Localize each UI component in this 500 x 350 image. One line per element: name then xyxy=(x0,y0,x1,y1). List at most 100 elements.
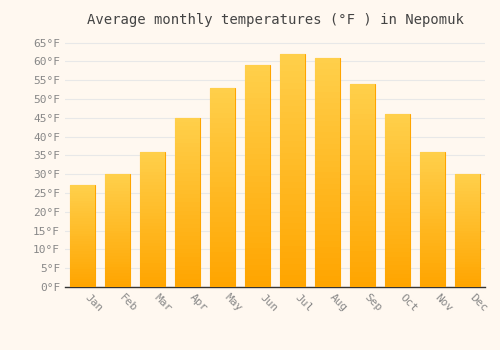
Bar xyxy=(70,239,95,241)
Bar xyxy=(280,153,305,159)
Bar xyxy=(176,261,200,266)
Bar xyxy=(455,236,480,239)
Bar xyxy=(455,222,480,225)
Bar xyxy=(245,193,270,198)
Bar xyxy=(455,279,480,281)
Bar xyxy=(176,143,200,147)
Bar xyxy=(176,240,200,245)
Bar xyxy=(316,178,340,184)
Bar xyxy=(245,187,270,193)
Bar xyxy=(455,208,480,211)
Bar xyxy=(176,245,200,249)
Bar xyxy=(280,89,305,95)
Bar xyxy=(245,65,270,287)
Bar xyxy=(105,186,130,188)
Bar xyxy=(385,127,410,131)
Bar xyxy=(140,273,165,277)
Bar xyxy=(280,252,305,258)
Bar xyxy=(105,273,130,276)
Bar xyxy=(420,152,445,287)
Bar xyxy=(350,277,375,282)
Bar xyxy=(455,174,480,287)
Bar xyxy=(420,175,445,179)
Bar xyxy=(105,231,130,233)
Bar xyxy=(140,199,165,202)
Bar xyxy=(350,160,375,165)
Bar xyxy=(455,259,480,261)
Bar xyxy=(245,259,270,265)
Bar xyxy=(210,232,235,237)
Bar xyxy=(105,253,130,256)
Bar xyxy=(420,219,445,223)
Bar xyxy=(280,182,305,188)
Bar xyxy=(385,218,410,222)
Bar xyxy=(420,250,445,253)
Bar xyxy=(420,246,445,250)
Bar xyxy=(350,114,375,119)
Bar xyxy=(385,239,410,244)
Bar xyxy=(385,170,410,175)
Bar xyxy=(350,246,375,251)
Bar xyxy=(420,168,445,172)
Bar xyxy=(105,188,130,191)
Bar xyxy=(105,265,130,267)
Bar xyxy=(455,253,480,256)
Bar xyxy=(105,177,130,180)
Bar xyxy=(210,138,235,142)
Bar xyxy=(420,284,445,287)
Bar xyxy=(245,281,270,287)
Bar xyxy=(280,176,305,182)
Bar xyxy=(316,236,340,241)
Bar xyxy=(280,199,305,205)
Bar xyxy=(350,190,375,196)
Bar xyxy=(316,75,340,80)
Bar xyxy=(420,263,445,267)
Bar xyxy=(385,179,410,183)
Bar xyxy=(316,224,340,230)
Bar xyxy=(316,149,340,155)
Bar xyxy=(350,267,375,272)
Bar xyxy=(455,281,480,284)
Bar xyxy=(176,215,200,219)
Bar xyxy=(350,216,375,221)
Bar xyxy=(210,142,235,147)
Bar xyxy=(316,98,340,104)
Bar xyxy=(316,195,340,201)
Bar xyxy=(420,196,445,199)
Bar xyxy=(316,155,340,161)
Bar xyxy=(140,257,165,260)
Bar xyxy=(210,272,235,277)
Bar xyxy=(140,189,165,192)
Bar xyxy=(245,226,270,231)
Bar xyxy=(245,243,270,248)
Bar xyxy=(105,228,130,231)
Bar xyxy=(455,177,480,180)
Bar xyxy=(176,270,200,274)
Bar xyxy=(176,236,200,240)
Bar xyxy=(420,233,445,236)
Bar xyxy=(385,166,410,170)
Bar xyxy=(105,180,130,183)
Bar xyxy=(210,207,235,212)
Bar xyxy=(176,198,200,202)
Bar xyxy=(176,228,200,232)
Bar xyxy=(140,179,165,182)
Bar xyxy=(245,231,270,237)
Bar xyxy=(105,214,130,217)
Bar xyxy=(70,257,95,259)
Bar xyxy=(105,245,130,247)
Bar xyxy=(385,257,410,261)
Bar xyxy=(455,174,480,177)
Bar xyxy=(385,118,410,122)
Bar xyxy=(385,153,410,157)
Bar xyxy=(316,247,340,253)
Bar xyxy=(176,194,200,198)
Bar xyxy=(210,192,235,197)
Bar xyxy=(210,197,235,202)
Bar xyxy=(245,82,270,87)
Bar xyxy=(350,211,375,216)
Bar xyxy=(280,106,305,112)
Bar xyxy=(455,261,480,265)
Bar xyxy=(105,197,130,199)
Bar xyxy=(245,71,270,76)
